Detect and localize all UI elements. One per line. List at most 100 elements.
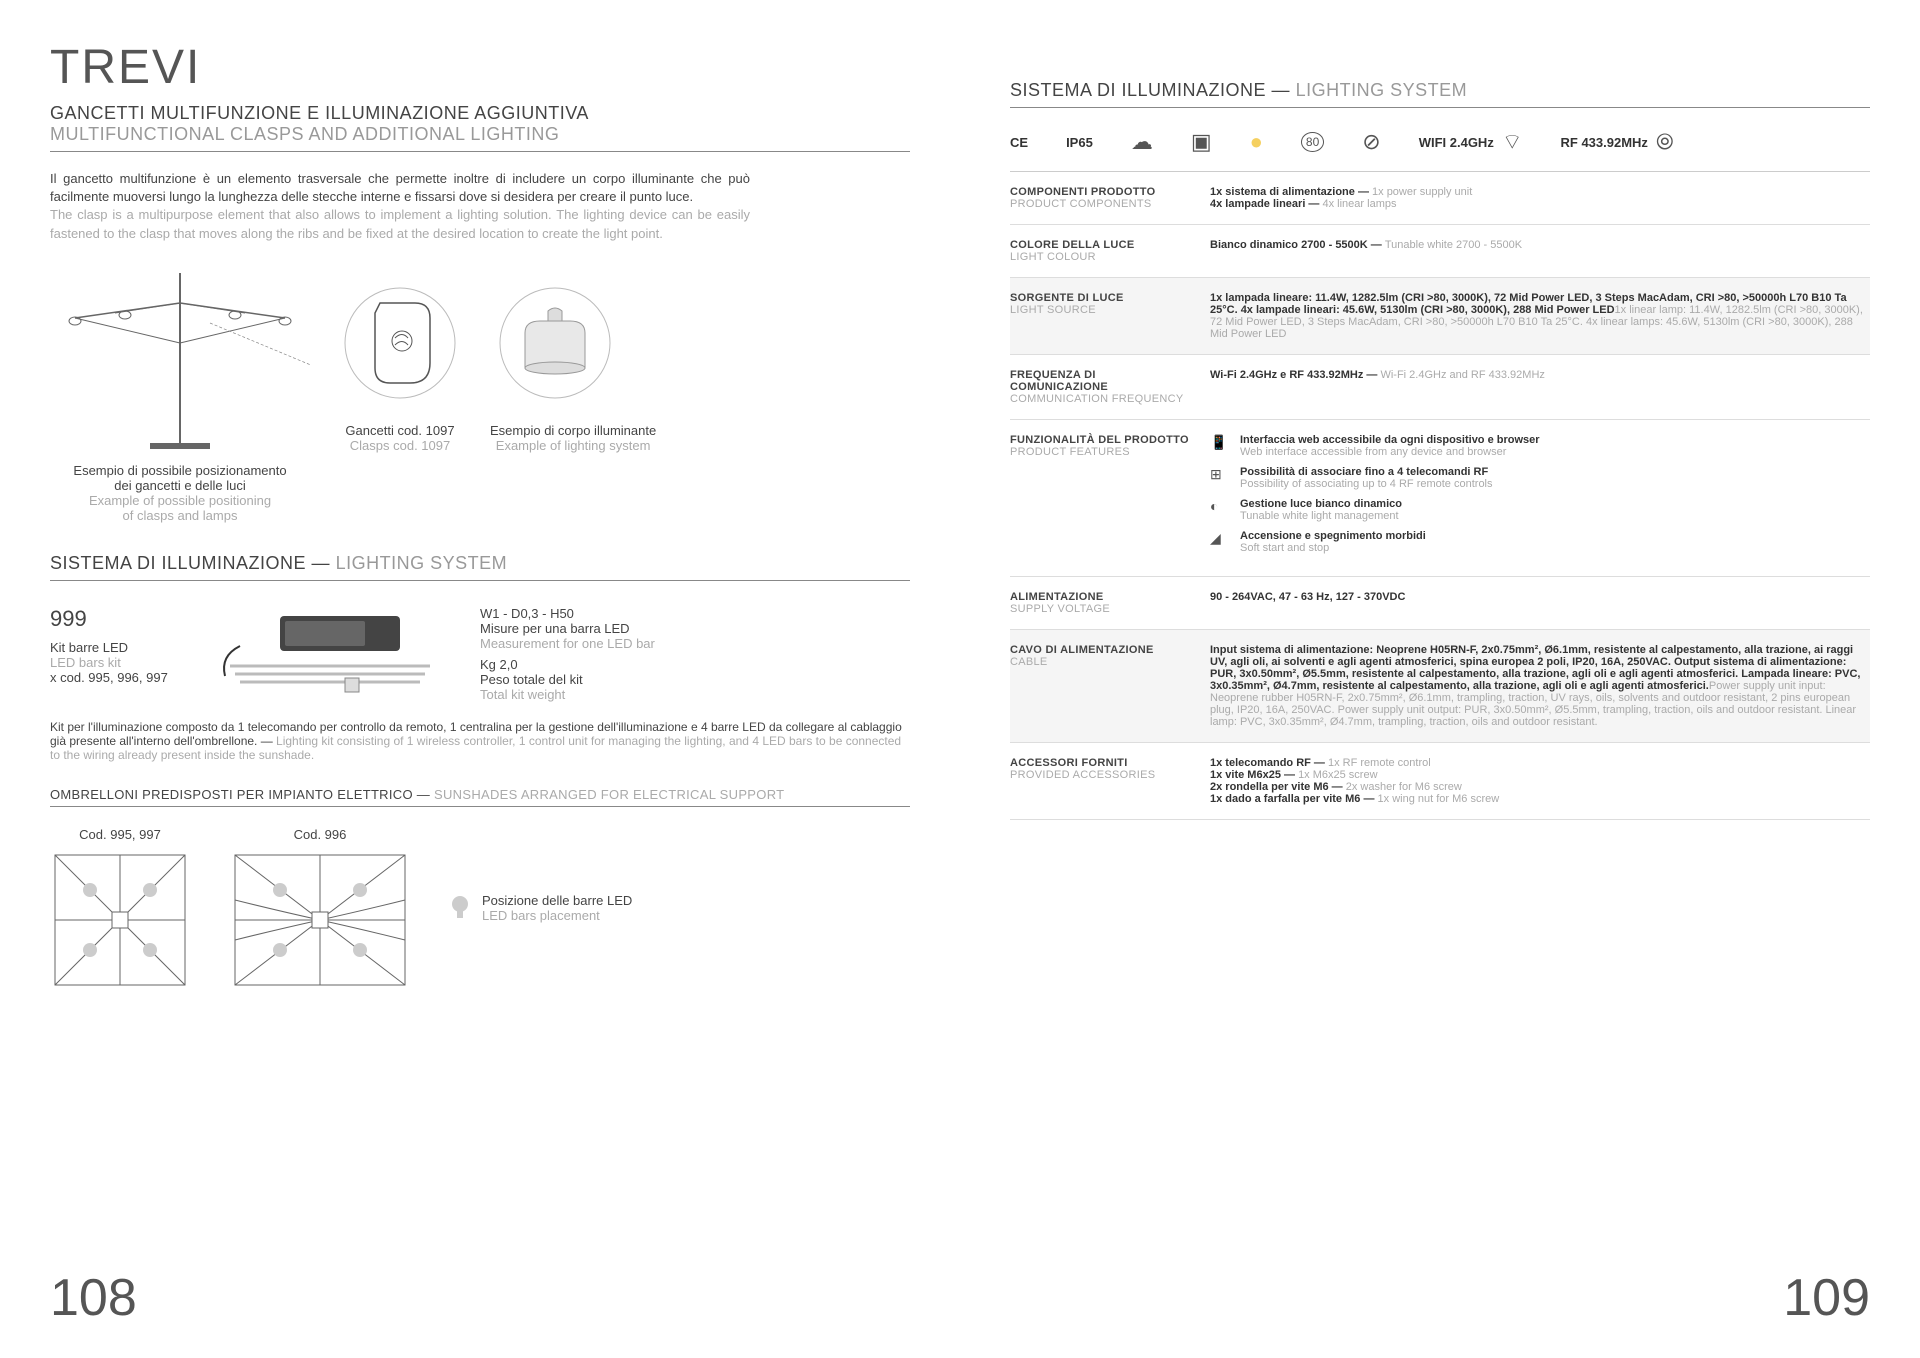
spec-label: FREQUENZA DI COMUNICAZIONECOMMUNICATION … [1010,369,1210,405]
spec-row-features: FUNZIONALITÀ DEL PRODOTTOPRODUCT FEATURE… [1010,420,1870,577]
kit-weight-en: Total kit weight [480,687,655,702]
spec-label-it: SORGENTE DI LUCE [1010,292,1195,304]
sunshade-heading: OMBRELLONI PREDISPOSTI PER IMPIANTO ELET… [50,787,910,807]
spec-value-en: 1x power supply unit [1372,186,1472,198]
wifi-label: WIFI 2.4GHz ⌔ [1419,128,1523,156]
subtitle-english: MULTIFUNCTIONAL CLASPS AND ADDITIONAL LI… [50,124,910,152]
spec-label-en: CABLE [1010,656,1195,668]
bulb-icon [450,894,470,922]
diagram-row: Esempio di possibile posizionamento dei … [50,263,910,523]
spec-value: 1x lampada lineare: 11.4W, 1282.5lm (CRI… [1210,292,1870,340]
kit-meas-it: Misure per una barra LED [480,621,655,636]
spec-row: FREQUENZA DI COMUNICAZIONECOMMUNICATION … [1010,355,1870,420]
sunshade-heading-en: SUNSHADES ARRANGED FOR ELECTRICAL SUPPOR… [434,787,784,802]
sunshade-heading-it: OMBRELLONI PREDISPOSTI PER IMPIANTO ELET… [50,787,413,802]
clasp-svg [340,263,460,423]
kit-weight-it: Peso totale del kit [480,672,655,687]
lighting-system-heading: SISTEMA DI ILLUMINAZIONE — LIGHTING SYST… [50,553,910,581]
page-right: SISTEMA DI ILLUMINAZIONE — LIGHTING SYST… [960,0,1920,1358]
right-heading-en: LIGHTING SYSTEM [1296,80,1468,100]
umbrella-diagram: Esempio di possibile posizionamento dei … [50,263,310,523]
spec-label-en: PRODUCT COMPONENTS [1010,198,1195,210]
spec-label-it: CAVO DI ALIMENTAZIONE [1010,644,1195,656]
product-title: TREVI [50,40,910,95]
intro-paragraph-it: Il gancetto multifunzione è un elemento … [50,170,750,206]
sunshade-2-label: Cod. 996 [230,827,410,842]
spec-value: 90 - 264VAC, 47 - 63 Hz, 127 - 370VDC [1210,591,1870,615]
spec-value-en: 4x linear lamps [1323,198,1397,210]
feature-text: Possibilità di associare fino a 4 teleco… [1240,466,1493,490]
spec-value-en: Tunable white 2700 - 5500K [1385,239,1522,251]
spec-label-it: ACCESSORI FORNITI [1010,757,1195,769]
clasp-diagram: Gancetti cod. 1097 Clasps cod. 1097 [340,263,460,523]
feature-line: ⊞ Possibilità di associare fino a 4 telec… [1210,466,1870,490]
spec-value-it: 4x lampade lineari — [1210,198,1323,210]
light-icon: ● [1250,129,1263,155]
feature-icon: ◢ [1210,530,1228,547]
spec-label-en: LIGHT COLOUR [1010,251,1195,263]
spec-table: COMPONENTI PRODOTTOPRODUCT COMPONENTS1x … [1010,172,1870,820]
p80-icon: 80 [1301,132,1324,152]
spec-value-it: Wi-Fi 2.4GHz e RF 433.92MHz — [1210,369,1380,381]
spec-value: Wi-Fi 2.4GHz e RF 433.92MHz — Wi-Fi 2.4G… [1210,369,1870,405]
umbrella-svg [50,263,310,463]
spec-value-it: 1x sistema di alimentazione — [1210,186,1372,198]
spec-value: Input sistema di alimentazione: Neoprene… [1210,644,1870,728]
ledpos-en: LED bars placement [482,908,632,923]
sunshade-1-label: Cod. 995, 997 [50,827,190,842]
umbrella-caption-en-2: of clasps and lamps [50,508,310,523]
lighting-heading-it: SISTEMA DI ILLUMINAZIONE [50,553,306,573]
feature-icon: ⊞ [1210,466,1228,483]
lamp-diagram: Esempio di corpo illuminante Example of … [490,263,656,523]
sunshade-1: Cod. 995, 997 [50,827,190,990]
umbrella-caption-it-1: Esempio di possibile posizionamento [50,463,310,478]
spec-label: COMPONENTI PRODOTTOPRODUCT COMPONENTS [1010,186,1210,210]
spec-value-it: 1x dado a farfalla per vite M6 — [1210,793,1378,805]
feature-icon: 📱 [1210,434,1228,451]
kit-spec-col: W1 - D0,3 - H50 Misure per una barra LED… [480,606,655,702]
spec-label: SORGENTE DI LUCELIGHT SOURCE [1010,292,1210,340]
spec-value-it: 90 - 264VAC, 47 - 63 Hz, 127 - 370VDC [1210,591,1405,603]
spec-value-it: 2x rondella per vite M6 — [1210,781,1346,793]
weather-icon: ☁ [1131,129,1153,155]
ledpos-it: Posizione delle barre LED [482,893,632,908]
led-position-legend: Posizione delle barre LED LED bars place… [450,893,632,923]
spec-label-it: COMPONENTI PRODOTTO [1010,186,1195,198]
spec-label: ACCESSORI FORNITIPROVIDED ACCESSORIES [1010,757,1210,805]
clasp-caption-it: Gancetti cod. 1097 [340,423,460,438]
spec-value-en: Wi-Fi 2.4GHz and RF 433.92MHz [1380,369,1544,381]
ip-rating-icon: IP65 [1066,135,1093,150]
clasp-caption-en: Clasps cod. 1097 [340,438,460,453]
kit-meas-label: W1 - D0,3 - H50 [480,606,655,621]
rf-icon: ⦾ [1656,129,1674,155]
spec-row: SORGENTE DI LUCELIGHT SOURCE1x lampada l… [1010,278,1870,355]
spec-row: CAVO DI ALIMENTAZIONECABLE Input sistema … [1010,630,1870,743]
spec-value: 1x sistema di alimentazione — 1x power s… [1210,186,1870,210]
right-heading-it: SISTEMA DI ILLUMINAZIONE [1010,80,1266,100]
lighting-heading-en: LIGHTING SYSTEM [336,553,508,573]
ce-mark-icon: CE [1010,135,1028,150]
feature-icon: ◐ [1210,498,1228,514]
page-number-right: 109 [1783,1268,1870,1328]
feature-text: Interfaccia web accessibile da ogni disp… [1240,434,1540,458]
spec-label-en: LIGHT SOURCE [1010,304,1195,316]
kit-name-it: Kit barre LED [50,640,180,655]
spec-value-en: 1x wing nut for M6 screw [1378,793,1500,805]
spec-row: COMPONENTI PRODOTTOPRODUCT COMPONENTS1x … [1010,172,1870,225]
class-icon: ▣ [1191,129,1212,155]
spec-value-en: 2x washer for M6 screw [1346,781,1462,793]
spec-value-it: Bianco dinamico 2700 - 5500K — [1210,239,1385,251]
kit-code-col: 999 Kit barre LED LED bars kit x cod. 99… [50,606,180,685]
feature-text: Accensione e spegnimento morbidiSoft sta… [1240,530,1426,554]
lamp-caption-en: Example of lighting system [490,438,656,453]
spec-value-en: 1x M6x25 screw [1298,769,1377,781]
right-heading: SISTEMA DI ILLUMINAZIONE — LIGHTING SYST… [1010,80,1870,108]
features-value: 📱 Interfaccia web accessibile da ogni dis… [1210,434,1870,562]
spec-label: ALIMENTAZIONESUPPLY VOLTAGE [1010,591,1210,615]
spec-value-it: 1x telecomando RF — [1210,757,1328,769]
spec-value-it: 1x vite M6x25 — [1210,769,1298,781]
page-left: TREVI GANCETTI MULTIFUNZIONE E ILLUMINAZ… [0,0,960,1358]
spec-row: ACCESSORI FORNITIPROVIDED ACCESSORIES1x … [1010,743,1870,820]
kit-x-codes: x cod. 995, 996, 997 [50,670,180,685]
sunshade-row: Cod. 995, 997 Cod. 996 [50,827,910,990]
